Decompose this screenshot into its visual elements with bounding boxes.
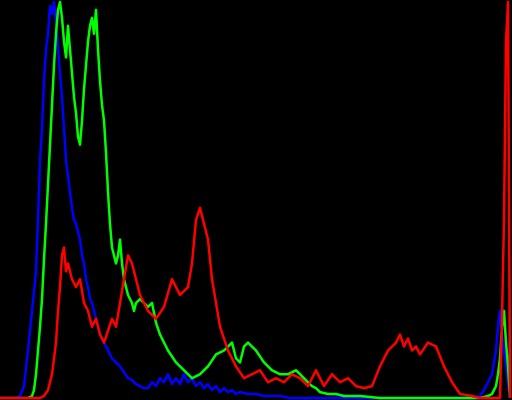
chart-background [0,0,512,400]
green-channel-line [0,0,512,400]
rgb-histogram-chart [0,0,512,400]
red-channel-line [0,0,512,400]
series-layer [0,0,512,400]
